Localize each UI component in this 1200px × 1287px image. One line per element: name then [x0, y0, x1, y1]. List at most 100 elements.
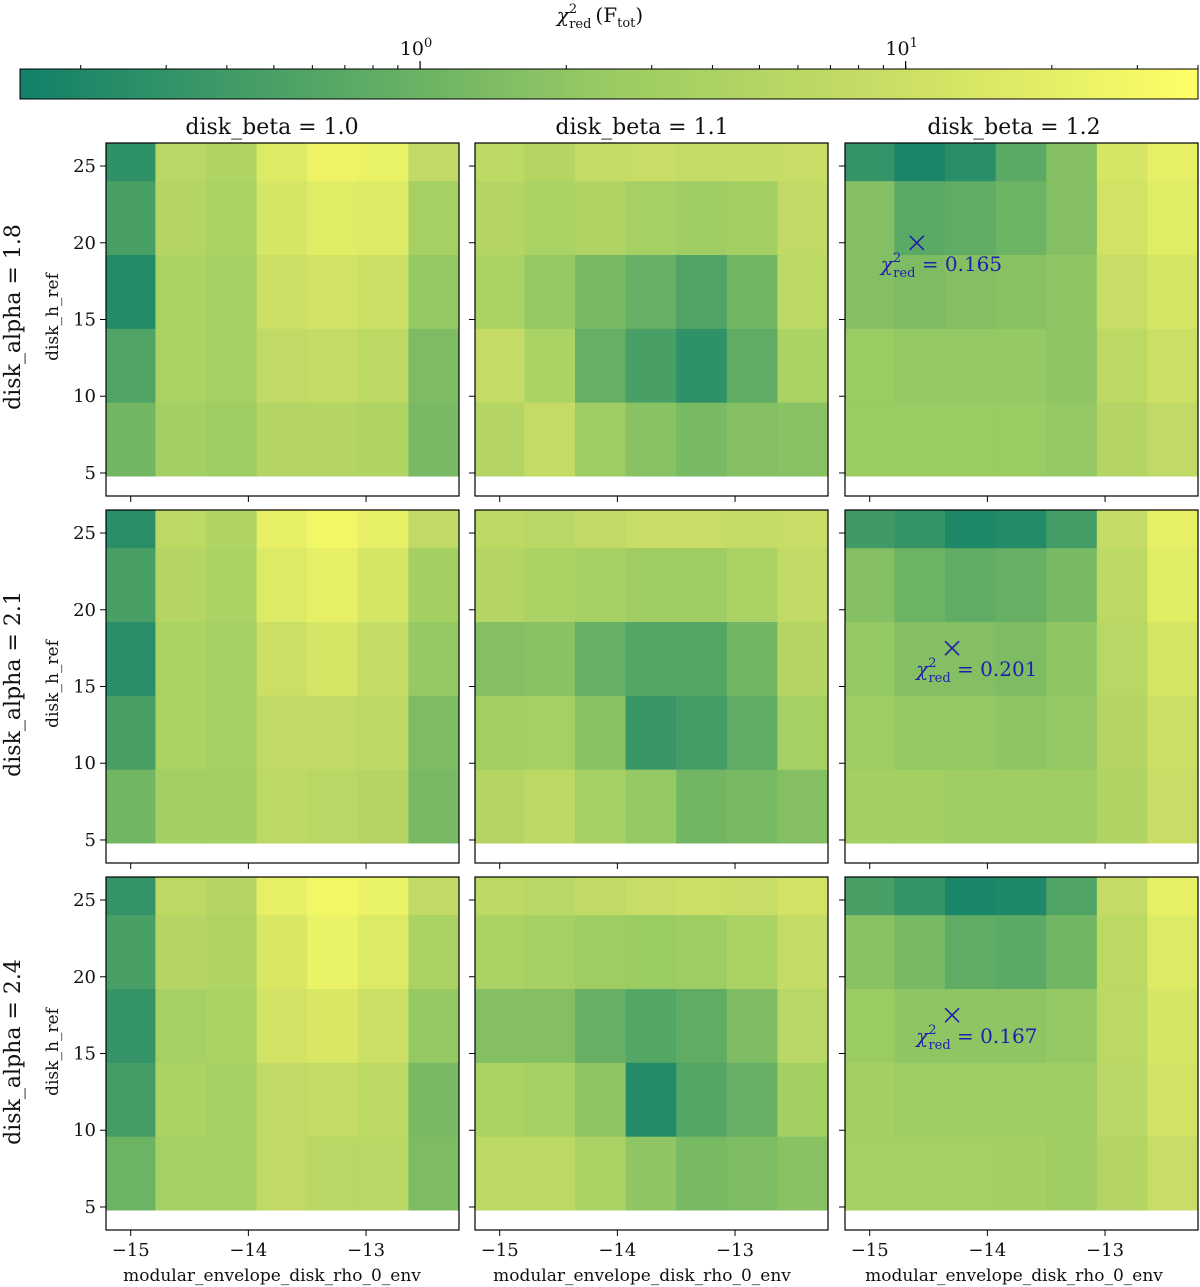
y-tick-label: 10 [73, 1120, 96, 1141]
heatmap-cell [106, 254, 157, 329]
heatmap-cell [1147, 143, 1198, 182]
heatmap-cell [206, 914, 258, 990]
heatmap-cell [155, 769, 207, 844]
heatmap-cell [726, 695, 779, 770]
heatmap-cell [894, 877, 946, 916]
heatmap-cell [945, 328, 997, 403]
heatmap-cell [524, 180, 576, 256]
heatmap-cell [256, 877, 308, 916]
heatmap-cell [524, 254, 576, 329]
heatmap-cell [777, 510, 828, 549]
heatmap-panel-r1-c1: 5 10 15 20 25 [73, 0, 460, 502]
heatmap-cell [726, 547, 779, 623]
heatmap-cell [845, 143, 896, 182]
heatmap-cell [845, 1136, 896, 1211]
heatmap-cell [676, 328, 728, 403]
column-titles: disk_beta = 1.0 disk_beta = 1.1 disk_bet… [185, 115, 1100, 140]
x-tick-label: −13 [347, 1240, 385, 1261]
heatmap-cell [894, 988, 946, 1063]
heatmap-cell [408, 143, 459, 182]
best-fit-cross [909, 235, 925, 251]
heatmap-cell [408, 328, 459, 403]
heatmap-cell [894, 769, 946, 844]
heatmap-cell [777, 1136, 828, 1211]
heatmap-cell [475, 0, 525, 34]
heatmap-cell [358, 0, 409, 34]
heatmap-cell [845, 254, 896, 329]
heatmap-cell [894, 510, 946, 549]
heatmap-cell [524, 328, 576, 403]
heatmap-cell [1096, 988, 1149, 1063]
heatmap-cell [475, 621, 526, 696]
heatmap-cell [777, 988, 828, 1063]
heatmap-cell [726, 988, 779, 1063]
x-tick-label: −13 [1086, 1240, 1124, 1261]
x-tick-label: −15 [112, 1240, 150, 1261]
heatmap-cell [357, 769, 410, 844]
x-tick-label: −13 [716, 1240, 754, 1261]
heatmap-cell [106, 769, 157, 844]
heatmap-cell [475, 769, 526, 844]
column-title-1: disk_beta = 1.0 [185, 115, 358, 140]
heatmap-cell [524, 1136, 576, 1211]
heatmap-cell [575, 914, 627, 990]
heatmap-cell [1096, 914, 1149, 990]
heatmap-cell [1096, 328, 1149, 403]
heatmap-cell [106, 402, 157, 477]
heatmap-cell [408, 254, 459, 329]
heatmap-cell [945, 769, 997, 844]
x-axis-labels: modular_envelope_disk_rho_0_env modular_… [123, 1266, 1163, 1286]
heatmap-cell [777, 769, 828, 844]
heatmap-cell [995, 143, 1047, 182]
heatmap-cell [1147, 0, 1198, 34]
heatmap-cell [726, 402, 779, 477]
heatmap-cell [845, 877, 896, 916]
heatmap-cell [106, 988, 157, 1063]
heatmap-panel-r2-c3 [839, 509, 1199, 869]
heatmap-cell [945, 621, 997, 696]
heatmap-cell [625, 1062, 677, 1137]
heatmap-cell [357, 547, 410, 623]
heatmap-cell [408, 402, 459, 477]
heatmap-cell [307, 143, 359, 182]
heatmap-panel-r3-c1: −15 −14 −13 5 10 15 20 25 [73, 876, 460, 1261]
heatmap-cell [625, 180, 677, 256]
heatmap-cell [995, 914, 1047, 990]
heatmap-cell [106, 547, 157, 623]
heatmap-cell [206, 510, 258, 549]
colorbar-label: χ2 red (Ftot) [555, 2, 643, 32]
heatmap-cell [726, 769, 779, 844]
heatmap-cell [625, 547, 677, 623]
heatmap-cell [256, 402, 308, 477]
heatmap-cell [155, 1136, 207, 1211]
column-title-2: disk_beta = 1.1 [555, 115, 728, 140]
heatmap-cell [206, 180, 258, 256]
heatmap-cell [1046, 0, 1097, 34]
heatmap-cell [625, 877, 677, 916]
heatmap-cell [1096, 402, 1149, 477]
heatmap-cell [845, 328, 896, 403]
heatmap-cell [676, 621, 728, 696]
heatmap-cell [155, 621, 207, 696]
heatmap-cell [995, 402, 1047, 477]
colorbar-tick-label: 101 [885, 36, 917, 60]
heatmap-cell [995, 621, 1047, 696]
y-tick-label: 5 [85, 830, 96, 851]
heatmap-cell [894, 1136, 946, 1211]
heatmap-cell [256, 510, 308, 549]
heatmap-cell [357, 621, 410, 696]
heatmap-cell [206, 547, 258, 623]
heatmap-cell [995, 877, 1047, 916]
y-tick-label: 15 [73, 677, 96, 698]
heatmap-cell [894, 0, 945, 34]
heatmap-cell [995, 1062, 1047, 1137]
x-tick-label: −14 [229, 1240, 267, 1261]
x-tick-label: −15 [851, 1240, 889, 1261]
heatmap-cell [408, 695, 459, 770]
heatmap-panel-r3-c3: −15 −14 −13 [839, 876, 1199, 1261]
heatmap-cell [726, 143, 779, 182]
heatmap-cell [524, 914, 576, 990]
best-fit-label: χ2 red = 0.165 [879, 251, 1002, 281]
heatmap-cell [475, 1062, 526, 1137]
